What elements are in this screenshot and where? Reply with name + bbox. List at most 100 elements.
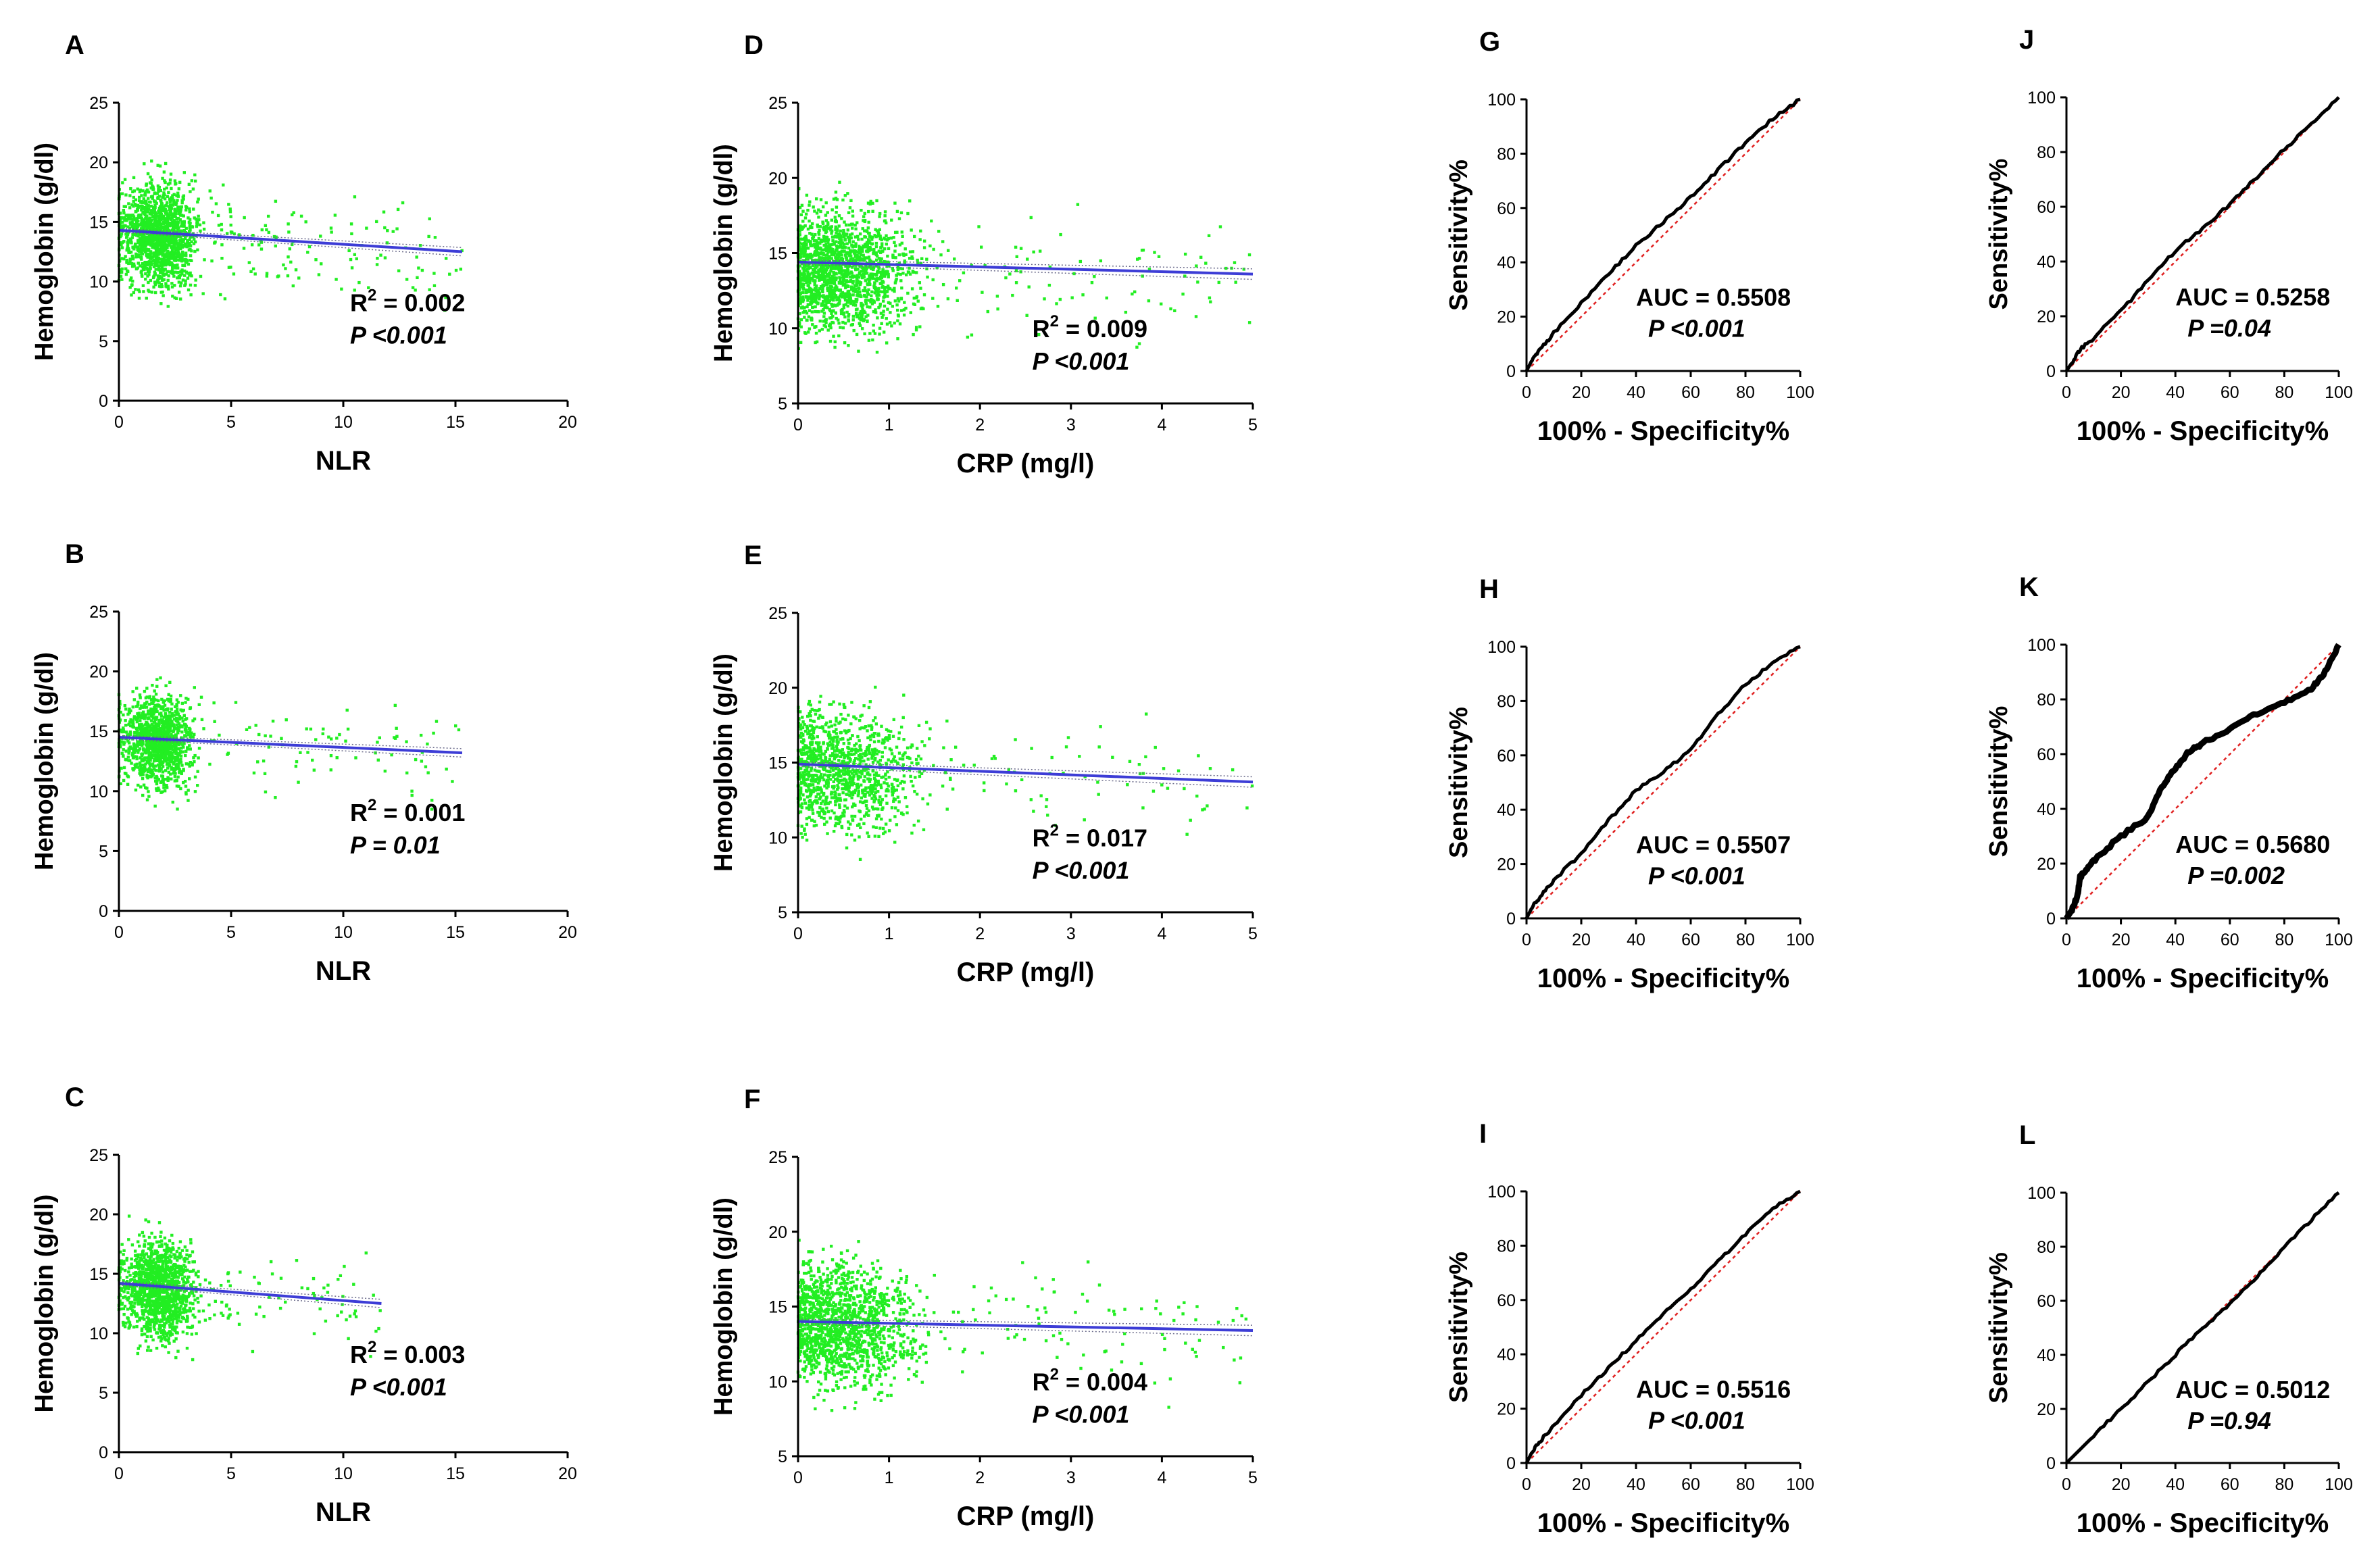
data-point xyxy=(228,1284,232,1287)
data-point xyxy=(156,195,160,199)
data-point xyxy=(203,1278,207,1282)
data-point xyxy=(123,216,126,220)
data-point xyxy=(155,710,159,714)
data-point xyxy=(142,248,146,252)
data-point xyxy=(428,288,431,291)
data-point xyxy=(142,1278,146,1282)
data-point xyxy=(335,737,339,740)
data-point xyxy=(176,249,180,253)
data-point xyxy=(214,1299,217,1303)
x-axis-label: NLR xyxy=(316,1497,371,1527)
data-point xyxy=(159,763,162,766)
data-point xyxy=(801,220,805,223)
data-point xyxy=(138,290,141,293)
data-point xyxy=(138,1244,141,1248)
data-point xyxy=(139,270,143,274)
data-point xyxy=(824,214,828,217)
data-point xyxy=(183,284,187,287)
data-point xyxy=(220,222,223,226)
data-point xyxy=(177,762,180,765)
data-point xyxy=(177,291,181,294)
data-point xyxy=(128,278,132,282)
data-point xyxy=(124,730,128,734)
data-point xyxy=(175,704,178,708)
data-point xyxy=(156,220,159,224)
data-point xyxy=(138,243,142,247)
data-point xyxy=(187,799,190,802)
data-point xyxy=(177,274,181,278)
data-point xyxy=(805,318,809,322)
data-point xyxy=(141,245,145,249)
data-point xyxy=(176,254,179,258)
data-point xyxy=(175,1281,178,1285)
data-point xyxy=(329,226,333,230)
data-point xyxy=(289,260,293,264)
data-point xyxy=(145,220,149,223)
data-point xyxy=(311,758,314,762)
data-point xyxy=(155,1240,159,1244)
data-point xyxy=(154,693,158,696)
data-point xyxy=(237,233,241,237)
data-point xyxy=(143,206,147,209)
data-point xyxy=(167,1351,170,1354)
data-point xyxy=(376,257,379,260)
data-point xyxy=(334,278,338,281)
data-point xyxy=(153,270,157,274)
data-point xyxy=(176,764,180,768)
data-point xyxy=(184,717,189,720)
data-point xyxy=(175,1270,179,1274)
data-point xyxy=(367,286,370,289)
data-point xyxy=(148,1301,152,1304)
data-point xyxy=(256,760,259,764)
data-point xyxy=(139,773,143,777)
data-point xyxy=(160,284,164,289)
data-point xyxy=(155,192,159,195)
data-point xyxy=(191,1313,195,1317)
data-point xyxy=(264,734,267,738)
data-point xyxy=(195,223,199,226)
data-point xyxy=(122,1295,125,1299)
data-point xyxy=(137,214,141,217)
data-point xyxy=(130,1262,133,1266)
data-point xyxy=(163,1323,166,1326)
data-point xyxy=(176,276,179,280)
data-point xyxy=(132,1305,136,1308)
data-point xyxy=(186,1316,189,1320)
data-point xyxy=(353,1312,356,1316)
data-point xyxy=(330,737,333,741)
data-point xyxy=(175,209,178,212)
data-point xyxy=(193,1260,196,1264)
data-point xyxy=(172,219,176,223)
data-point xyxy=(297,780,300,784)
data-point xyxy=(248,726,251,729)
data-point xyxy=(271,719,275,723)
data-point xyxy=(239,1270,242,1274)
data-point xyxy=(857,238,860,241)
data-point xyxy=(153,726,157,730)
data-point xyxy=(143,702,147,705)
data-point xyxy=(137,1294,141,1298)
data-point xyxy=(153,1328,157,1331)
data-point xyxy=(159,209,162,213)
data-point xyxy=(166,778,170,783)
data-point xyxy=(149,237,153,240)
data-point xyxy=(124,758,128,762)
data-point xyxy=(128,1325,131,1329)
data-point xyxy=(157,241,161,245)
data-point xyxy=(847,344,850,347)
data-point xyxy=(276,275,280,278)
data-point xyxy=(159,1231,163,1234)
data-point xyxy=(141,1263,144,1267)
data-point xyxy=(197,747,201,750)
data-point xyxy=(162,701,166,704)
data-point xyxy=(222,183,225,187)
data-point xyxy=(139,213,143,217)
data-point xyxy=(151,205,155,209)
data-point xyxy=(182,171,187,174)
data-point xyxy=(159,243,163,247)
data-point xyxy=(193,717,197,721)
r-squared-value: = 0.001 xyxy=(376,799,465,826)
data-point xyxy=(164,1266,168,1270)
data-point xyxy=(144,238,148,242)
data-point xyxy=(151,764,155,768)
